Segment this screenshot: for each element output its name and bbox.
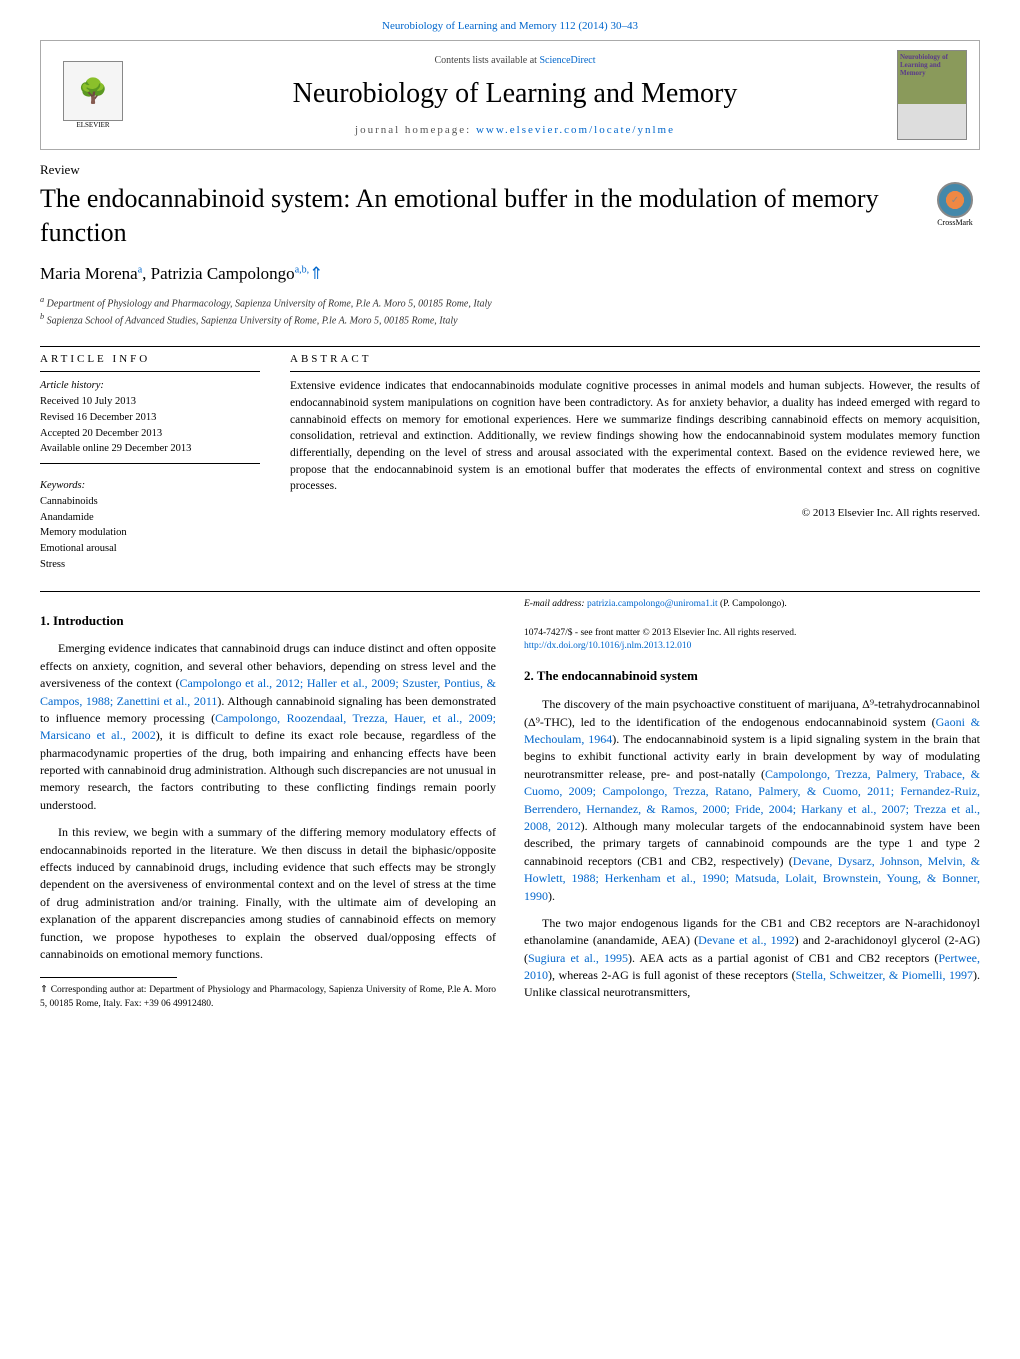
elsevier-tree-icon: 🌳 [63,61,123,121]
abstract-text: Extensive evidence indicates that endoca… [290,378,980,495]
accepted-date: Accepted 20 December 2013 [40,426,260,442]
email-suffix: (P. Campolongo). [718,599,787,609]
author-2: Patrizia Campolongo [151,264,295,283]
section-2-heading: 2. The endocannabinoid system [524,667,980,686]
section-1-heading: 1. Introduction [40,612,496,631]
cover-title-text: Neurobiology of Learning and Memory [900,53,964,77]
revised-date: Revised 16 December 2013 [40,410,260,426]
sec1-para1: Emerging evidence indicates that cannabi… [40,640,496,814]
body-columns: 1. Introduction Emerging evidence indica… [40,598,980,1017]
sciencedirect-link[interactable]: ScienceDirect [539,55,595,66]
sec2-para1: The discovery of the main psychoactive c… [524,696,980,905]
divider [40,346,980,347]
divider [290,371,980,372]
citation[interactable]: Stella, Schweitzer, & Piomelli, 1997 [796,968,973,982]
email-footnote: E-mail address: patrizia.campolongo@unir… [524,598,980,611]
email-link[interactable]: patrizia.campolongo@uniroma1.it [587,599,718,609]
homepage-link[interactable]: www.elsevier.com/locate/ynlme [476,124,675,136]
sec2-para2: The two major endogenous ligands for the… [524,915,980,1002]
journal-reference-link[interactable]: Neurobiology of Learning and Memory 112 … [40,20,980,32]
header-center: Contents lists available at ScienceDirec… [133,55,897,136]
received-date: Received 10 July 2013 [40,394,260,410]
divider [40,591,980,592]
footnote-separator [40,977,177,978]
abstract-heading: ABSTRACT [290,353,980,365]
keywords-block: Keywords: Cannabinoids Anandamide Memory… [40,478,260,573]
footer-meta: 1074-7427/$ - see front matter © 2013 El… [524,627,980,654]
abstract-column: ABSTRACT Extensive evidence indicates th… [290,353,980,572]
divider [40,371,260,372]
elsevier-logo: 🌳 ELSEVIER [53,50,133,140]
divider [40,463,260,464]
journal-homepage: journal homepage: www.elsevier.com/locat… [133,124,897,136]
contents-prefix: Contents lists available at [434,55,539,66]
article-info-heading: ARTICLE INFO [40,353,260,365]
article-info-column: ARTICLE INFO Article history: Received 1… [40,353,260,572]
corresponding-star: ⇑ [309,264,323,283]
citation[interactable]: Sugiura et al., 1995 [528,951,628,965]
front-matter-line: 1074-7427/$ - see front matter © 2013 El… [524,627,980,640]
online-date: Available online 29 December 2013 [40,441,260,457]
journal-cover-thumbnail: Neurobiology of Learning and Memory [897,50,967,140]
abstract-copyright: © 2013 Elsevier Inc. All rights reserved… [290,507,980,519]
keyword: Emotional arousal [40,541,260,557]
doi-link[interactable]: http://dx.doi.org/10.1016/j.nlm.2013.12.… [524,641,691,651]
affiliation-a: a Department of Physiology and Pharmacol… [40,294,980,311]
corresponding-author-footnote: ⇑ Corresponding author at: Department of… [40,984,496,1011]
info-abstract-row: ARTICLE INFO Article history: Received 1… [40,353,980,572]
journal-header: 🌳 ELSEVIER Contents lists available at S… [40,40,980,150]
contents-available: Contents lists available at ScienceDirec… [133,55,897,66]
article-title: The endocannabinoid system: An emotional… [40,182,918,250]
citation[interactable]: Devane et al., 1992 [698,933,795,947]
history-label: Article history: [40,378,260,394]
author-1-affil: a [138,264,142,275]
affiliation-b: b Sapienza School of Advanced Studies, S… [40,311,980,328]
crossmark-icon: ✓ [937,182,973,218]
author-1: Maria Morena [40,264,138,283]
keyword: Memory modulation [40,525,260,541]
email-label: E-mail address: [524,599,587,609]
elsevier-label: ELSEVIER [76,121,109,129]
author-2-affil: a,b, [295,264,309,275]
keywords-label: Keywords: [40,478,260,494]
article-type: Review [40,162,980,178]
sec1-para2: In this review, we begin with a summary … [40,824,496,963]
title-row: The endocannabinoid system: An emotional… [40,182,980,264]
journal-title: Neurobiology of Learning and Memory [133,78,897,110]
keyword: Anandamide [40,510,260,526]
authors: Maria Morenaa, Patrizia Campolongoa,b,⇑ [40,264,980,284]
keyword: Stress [40,557,260,573]
affiliations: a Department of Physiology and Pharmacol… [40,294,980,329]
article-history: Article history: Received 10 July 2013 R… [40,378,260,457]
crossmark-label: CrossMark [937,218,973,227]
keyword: Cannabinoids [40,494,260,510]
crossmark-badge[interactable]: ✓ CrossMark [930,182,980,232]
homepage-prefix: journal homepage: [355,124,476,136]
